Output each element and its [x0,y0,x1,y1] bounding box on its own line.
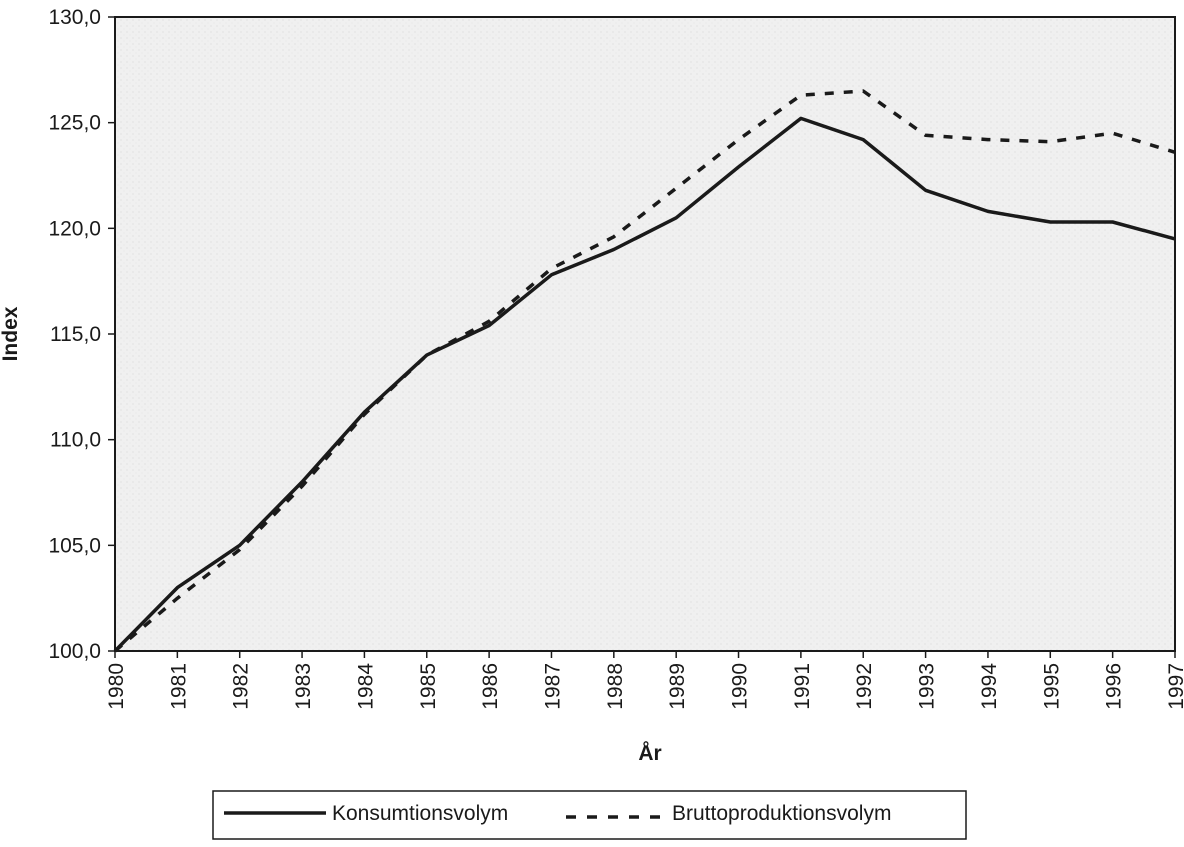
series-line-konsumtionsvolym [113,116,1176,653]
x-tick-label: 1983 [292,663,315,710]
x-tick-label: 1993 [916,663,939,710]
y-tick-label: 125,0 [48,112,101,135]
y-tick-label: 115,0 [50,323,101,346]
x-tick-label: 1996 [1103,663,1126,710]
legend: Konsumtionsvolym Bruttoproduktionsvolym [212,790,967,840]
y-tick-label: 120,0 [48,217,101,240]
y-axis-title: Index [0,306,22,361]
x-tick-label: 1984 [354,663,377,710]
x-tick-label: 1995 [1040,663,1063,710]
x-tick-label: 1992 [853,663,876,710]
x-tick-label: 1988 [604,663,627,710]
x-tick-label: 1987 [541,663,564,710]
x-tick-label: 1986 [479,663,502,710]
series-line-bruttoproduktionsvolym [113,89,1176,653]
y-tick-label: 105,0 [48,534,101,557]
legend-label-bruttoproduktionsvolym: Bruttoproduktionsvolym [672,802,891,825]
x-tick-label: 1981 [167,663,190,710]
x-tick-label: 1980 [105,663,128,710]
y-tick-label: 100,0 [48,640,101,663]
y-tick-label: 130,0 [48,6,101,29]
x-tick-label: 1989 [666,663,689,710]
y-axis: 100,0 105,0 110,0 115,0 120,0 125,0 130,0 [48,6,115,663]
x-tick-label: 1990 [729,663,752,710]
x-tick-label: 1982 [230,663,253,710]
series-layer [113,89,1176,653]
plot-area [114,16,1176,652]
x-tick-label: 1985 [417,663,440,710]
x-axis-title: År [638,741,661,765]
x-axis: 1980 1981 1982 1983 1984 1985 1986 1987 1988 1989… [105,651,1184,710]
y-tick-label: 110,0 [50,429,101,452]
x-tick-label: 1997 [1165,663,1184,710]
x-tick-label: 1994 [978,663,1001,710]
legend-label-konsumtionsvolym: Konsumtionsvolym [332,802,508,825]
legend-box [212,790,967,840]
x-tick-label: 1991 [791,663,814,710]
